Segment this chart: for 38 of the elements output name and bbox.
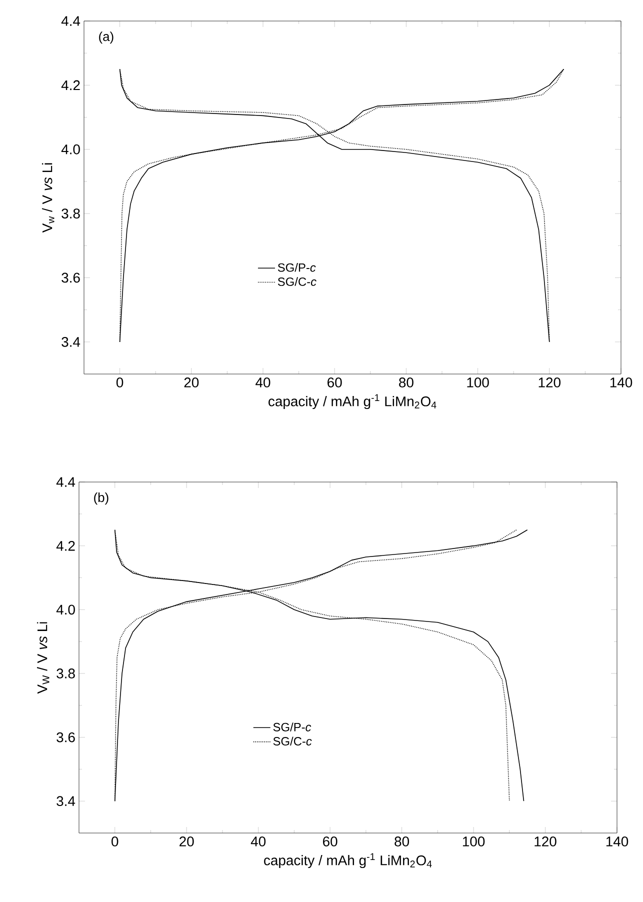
legend-label: SG/C-c (278, 277, 316, 286)
x-axis-title: capacity / mAh g$^{-1}$ LiMn$_{2}$O$_{4}$ (264, 853, 432, 868)
x-tick-label: 60 (323, 836, 338, 846)
x-tick-label: 0 (116, 378, 124, 388)
y-tick-label: 4.0 (61, 144, 80, 154)
x-tick-label: 140 (610, 378, 632, 388)
x-tick-label: 100 (467, 378, 489, 388)
y-axis-title: V$_{w}$ / V vs Li (42, 163, 54, 233)
annotation: (b) (94, 492, 108, 505)
y-tick-label: 4.4 (61, 16, 80, 26)
x-tick-label: 80 (394, 836, 410, 846)
x-tick-label: 120 (538, 378, 560, 388)
y-tick-label: 3.8 (56, 668, 75, 678)
y-tick-label: 4.4 (56, 477, 76, 487)
x-tick-label: 100 (462, 836, 485, 846)
legend-label: SG/P-c (273, 722, 312, 732)
x-tick-label: 80 (399, 378, 414, 388)
x-tick-label: 20 (184, 378, 199, 388)
y-tick-label: 4.0 (56, 604, 75, 615)
y-tick-label: 4.2 (56, 540, 75, 551)
y-tick-label: 4.2 (61, 80, 80, 90)
x-tick-label: 40 (250, 836, 266, 846)
legend-label: SG/C-c (273, 736, 312, 746)
y-tick-label: 3.6 (62, 272, 80, 283)
x-tick-label: 0 (112, 836, 118, 846)
x-tick-label: 40 (256, 378, 270, 388)
x-tick-label: 120 (534, 836, 556, 846)
annotation: (a) (99, 32, 114, 44)
y-axis-title: V$_{W}$ / V vs Li (36, 622, 50, 694)
x-tick-label: 20 (180, 836, 194, 846)
x-tick-label: 140 (606, 836, 628, 846)
y-tick-label: 3.8 (62, 208, 80, 218)
x-axis-title: capacity / mAh g$^{-1}$ LiMn$_{2}$O$_{4}$ (268, 394, 436, 410)
y-tick-label: 3.6 (56, 732, 75, 742)
y-tick-label: 3.4 (56, 796, 76, 806)
legend-label: SG/P-c (278, 263, 316, 272)
x-tick-label: 60 (328, 378, 342, 388)
y-tick-label: 3.4 (62, 336, 80, 347)
